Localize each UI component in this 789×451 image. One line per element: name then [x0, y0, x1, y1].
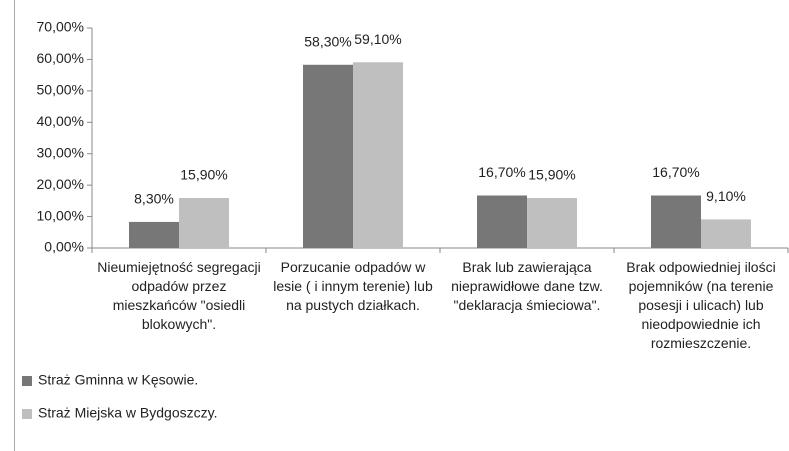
bar	[527, 198, 577, 248]
bar	[353, 62, 403, 248]
y-tick-label: 20,00%	[37, 176, 84, 192]
y-tick-label: 30,00%	[37, 144, 84, 160]
x-tick-label: Nieumiejętność segregacji odpadów przez …	[97, 259, 261, 332]
x-tick-label: Brak odpowiedniej ilości pojemników (na …	[626, 259, 776, 351]
value-label: 15,90%	[528, 167, 575, 183]
y-tick-label: 10,00%	[37, 207, 84, 223]
bar	[477, 195, 527, 248]
legend-label: Straż Gminna w Kęsowie.	[38, 372, 198, 388]
value-label: 15,90%	[180, 167, 227, 183]
y-tick-label: 60,00%	[37, 50, 84, 66]
legend-swatch	[22, 376, 32, 386]
y-tick-label: 70,00%	[37, 19, 84, 35]
value-label: 9,10%	[706, 188, 746, 204]
legend-label: Straż Miejska w Bydgoszczy.	[38, 405, 217, 421]
y-tick-label: 50,00%	[37, 82, 84, 98]
bar	[701, 219, 751, 248]
value-label: 59,10%	[354, 31, 401, 47]
bar	[651, 195, 701, 248]
legend-swatch	[22, 409, 32, 419]
value-label: 58,30%	[304, 33, 351, 49]
bar	[303, 64, 353, 249]
x-tick-label: Brak lub zawierająca nieprawidłowe dane …	[451, 259, 603, 313]
value-label: 8,30%	[134, 191, 174, 207]
y-tick-label: 40,00%	[37, 113, 84, 129]
y-tick-label: 0,00%	[44, 239, 84, 255]
bar	[179, 198, 229, 248]
value-label: 16,70%	[478, 164, 525, 180]
x-tick-label: Porzucanie odpadów w lesie ( i innym ter…	[273, 259, 433, 313]
value-label: 16,70%	[652, 164, 699, 180]
bar	[129, 221, 179, 248]
